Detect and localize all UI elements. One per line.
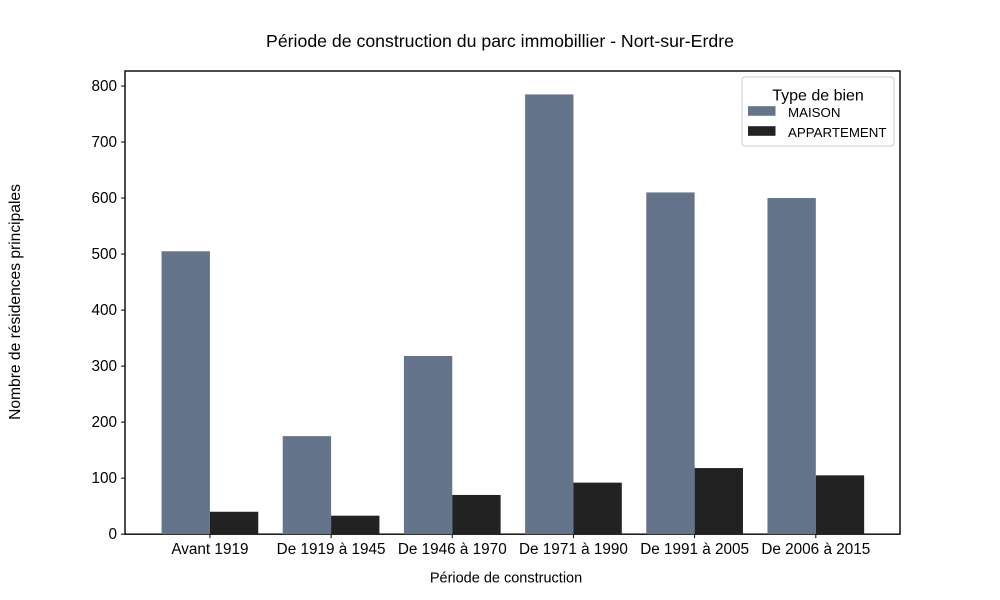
svg-text:Période de construction: Période de construction — [430, 571, 582, 587]
svg-text:De 1991 à 2005: De 1991 à 2005 — [640, 541, 749, 558]
svg-text:800: 800 — [91, 78, 117, 95]
svg-text:700: 700 — [91, 134, 117, 151]
svg-text:De 1919 à 1945: De 1919 à 1945 — [277, 541, 386, 558]
svg-text:600: 600 — [91, 190, 117, 207]
svg-text:200: 200 — [91, 414, 117, 431]
svg-text:Avant 1919: Avant 1919 — [171, 541, 248, 558]
svg-text:100: 100 — [91, 470, 117, 487]
svg-text:400: 400 — [91, 302, 117, 319]
svg-text:300: 300 — [91, 358, 117, 375]
svg-text:De 1946 à 1970: De 1946 à 1970 — [398, 541, 507, 558]
svg-text:Nombre de résidences principal: Nombre de résidences principales — [7, 184, 24, 420]
svg-text:Période de construction du par: Période de construction du parc immobill… — [266, 31, 734, 51]
svg-text:500: 500 — [91, 246, 117, 263]
svg-text:De 1971 à 1990: De 1971 à 1990 — [519, 541, 628, 558]
svg-text:0: 0 — [108, 526, 117, 543]
svg-text:APPARTEMENT: APPARTEMENT — [788, 125, 887, 140]
svg-text:MAISON: MAISON — [788, 105, 840, 120]
svg-text:De 2006 à 2015: De 2006 à 2015 — [761, 541, 870, 558]
svg-text:Type de bien: Type de bien — [772, 88, 864, 105]
